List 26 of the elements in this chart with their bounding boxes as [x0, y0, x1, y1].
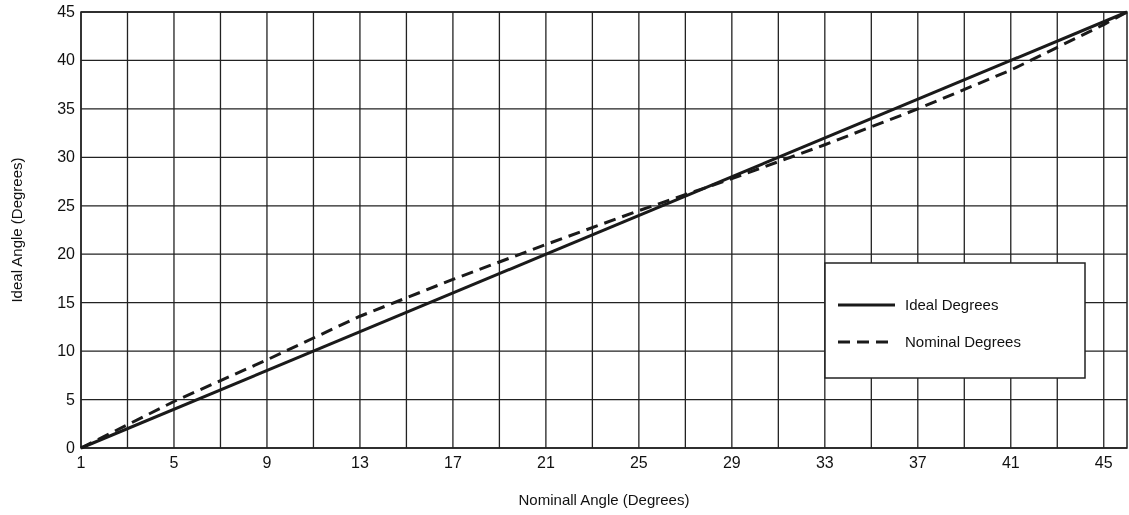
- y-tick-label: 40: [57, 51, 76, 69]
- y-tick-label: 5: [66, 390, 76, 408]
- x-tick-label: 33: [815, 454, 834, 471]
- y-tick-label: 10: [57, 342, 76, 360]
- x-axis-title: Nominall Angle (Degrees): [518, 491, 690, 508]
- y-tick-label: 15: [57, 293, 76, 311]
- legend-label: Ideal Degrees: [905, 296, 999, 313]
- y-axis-title: Ideal Angle (Degrees): [8, 157, 25, 303]
- x-tick-label: 17: [444, 454, 462, 471]
- legend-label: Nominal Degrees: [905, 333, 1021, 350]
- x-tick-label: 9: [262, 454, 272, 471]
- x-tick-label: 45: [1094, 454, 1113, 471]
- x-tick-label: 5: [169, 454, 179, 471]
- y-tick-label: 35: [57, 99, 76, 117]
- y-tick-label: 20: [57, 245, 76, 263]
- x-tick-label: 25: [629, 454, 648, 471]
- x-tick-label: 41: [1001, 454, 1020, 471]
- y-tick-label: 30: [57, 148, 76, 166]
- y-tick-label: 25: [57, 196, 76, 214]
- x-tick-label: 1: [76, 454, 86, 471]
- x-tick-label: 37: [908, 454, 927, 471]
- y-tick-label: 0: [66, 439, 76, 456]
- y-tick-label: 45: [57, 3, 76, 20]
- x-tick-label: 29: [722, 454, 741, 471]
- x-tick-label: 13: [351, 454, 369, 471]
- x-tick-label: 21: [536, 454, 555, 471]
